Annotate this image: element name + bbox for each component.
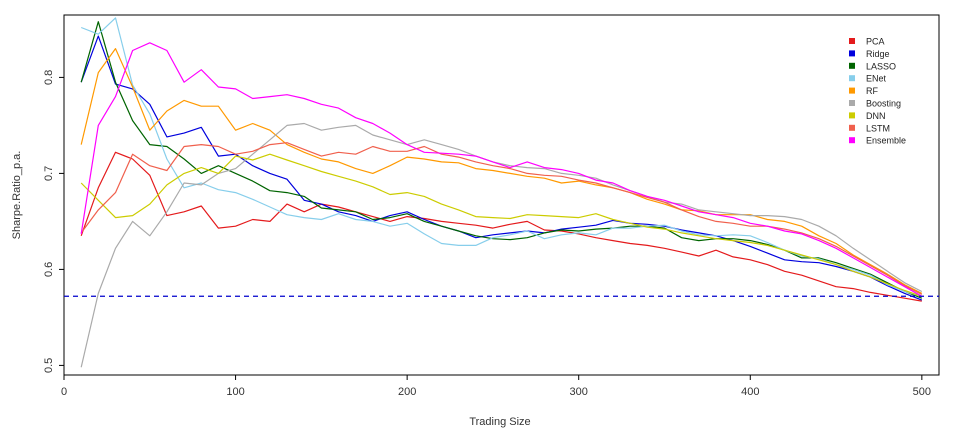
legend-label-pca: PCA bbox=[866, 37, 885, 47]
x-tick-label: 200 bbox=[398, 386, 416, 398]
legend-label-ensemble: Ensemble bbox=[866, 136, 906, 146]
y-tick-label: 0.7 bbox=[43, 166, 55, 181]
legend-swatch-ridge bbox=[849, 50, 855, 57]
legend-swatch-ensemble bbox=[849, 137, 855, 144]
series-line-pca bbox=[80, 151, 922, 302]
y-tick-label: 0.8 bbox=[43, 70, 55, 85]
x-tick-label: 100 bbox=[226, 386, 244, 398]
series-line-rf bbox=[80, 47, 923, 294]
x-axis-title: Trading Size bbox=[469, 416, 530, 428]
x-tick-label: 500 bbox=[913, 386, 931, 398]
legend: PCA Ridge LASSO ENet RF Boosting DNN LSTM Ensemb… bbox=[849, 37, 906, 146]
legend-label-enet: ENet bbox=[866, 74, 887, 84]
legend-label-lstm: LSTM bbox=[866, 123, 890, 133]
y-tick-label: 0.6 bbox=[43, 262, 55, 277]
legend-swatch-lasso bbox=[849, 62, 855, 69]
legend-label-dnn: DNN bbox=[866, 111, 886, 121]
legend-swatch-dnn bbox=[849, 112, 855, 119]
legend-label-lasso: LASSO bbox=[866, 61, 896, 71]
legend-label-boosting: Boosting bbox=[866, 99, 901, 109]
series-line-dnn bbox=[80, 153, 922, 297]
series-line-enet bbox=[80, 17, 922, 297]
series-line-lstm bbox=[80, 142, 923, 295]
series-line-lasso bbox=[80, 21, 923, 299]
legend-label-rf: RF bbox=[866, 86, 878, 96]
axes: 0 100 200 300 400 500 0.5 0.6 0.7 0.8 bbox=[43, 70, 931, 398]
y-tick-label: 0.5 bbox=[43, 358, 55, 373]
plot-area bbox=[64, 17, 939, 368]
legend-label-ridge: Ridge bbox=[866, 49, 890, 59]
legend-swatch-enet bbox=[849, 75, 855, 82]
legend-swatch-boosting bbox=[849, 100, 855, 106]
y-axis-title: Sharpe.Ratio_p.a. bbox=[11, 151, 23, 240]
series-line-boosting bbox=[80, 122, 923, 368]
legend-swatch-rf bbox=[849, 87, 855, 94]
legend-swatch-lstm bbox=[849, 124, 855, 131]
x-tick-label: 0 bbox=[61, 386, 67, 398]
series-line-ridge bbox=[80, 35, 923, 301]
legend-swatch-pca bbox=[849, 38, 855, 44]
plot-frame bbox=[63, 14, 940, 376]
series-line-ensemble bbox=[80, 42, 923, 297]
x-tick-label: 400 bbox=[741, 386, 759, 398]
x-tick-label: 300 bbox=[570, 386, 588, 398]
